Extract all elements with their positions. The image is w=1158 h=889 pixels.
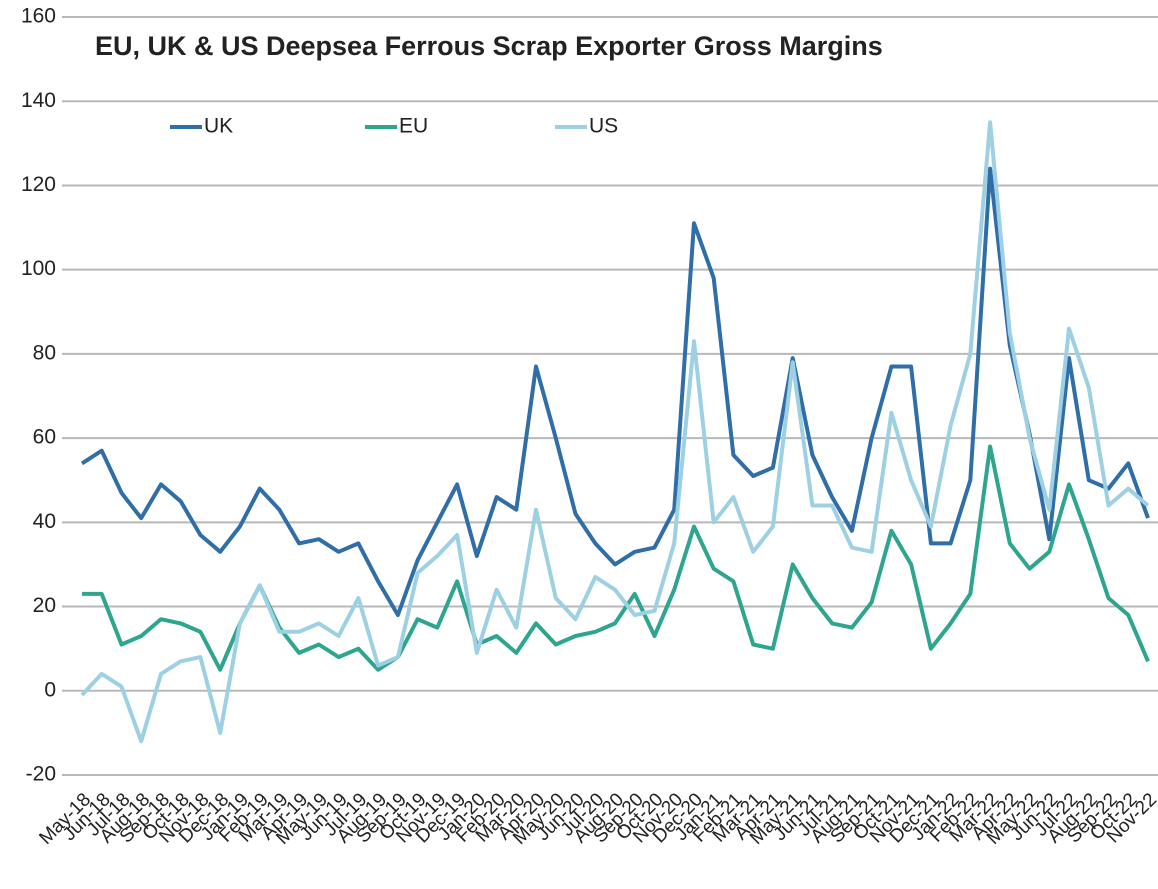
legend-label: EU [399,115,428,138]
y-tick-label: 120 [21,173,56,196]
y-tick-label: 80 [33,341,56,364]
series-line [80,166,1150,617]
y-tick-label: 20 [33,594,56,617]
legend-label: UK [204,115,233,138]
series-line [80,120,1150,744]
y-tick-label: 60 [33,426,56,449]
y-tick-label: 40 [33,510,56,533]
y-tick-label: 140 [21,89,56,112]
grid [62,16,1158,776]
chart-title: EU, UK & US Deepsea Ferrous Scrap Export… [95,31,883,61]
y-tick-label: -20 [26,763,56,786]
y-tick-label: 100 [21,257,56,280]
y-tick-label: 0 [44,678,56,701]
legend-label: US [589,115,618,138]
y-tick-label: 160 [21,5,56,28]
series-line [82,444,1150,672]
